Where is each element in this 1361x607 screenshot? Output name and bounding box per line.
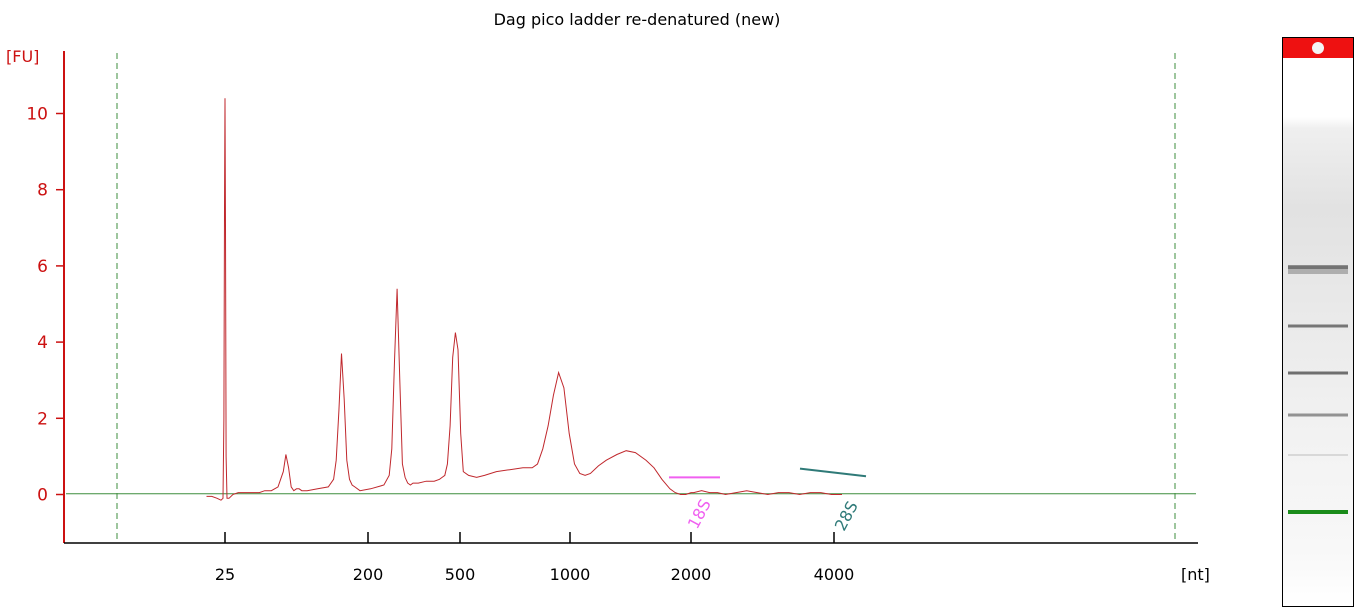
y-axis: [FU] 0 2 4 6 8 10 xyxy=(6,47,65,543)
x-tick-label: 500 xyxy=(445,565,476,584)
peak-baseline-lines xyxy=(669,467,867,479)
electropherogram-chart: Dag pico ladder re-denatured (new) [FU] … xyxy=(6,10,1210,584)
y-tick-label: 2 xyxy=(37,409,48,429)
peak-label: 28S xyxy=(831,498,862,534)
gel-band xyxy=(1288,371,1348,375)
y-tick-label: 8 xyxy=(37,181,48,201)
gel-lane xyxy=(1282,37,1354,607)
gel-band xyxy=(1288,265,1348,269)
y-tick-label: 0 xyxy=(37,486,48,506)
run-window-markers xyxy=(116,53,1176,540)
well-icon xyxy=(1312,42,1324,54)
gel-marker-band xyxy=(1288,510,1348,514)
y-tick-label: 10 xyxy=(26,105,48,125)
signal-trace-line xyxy=(206,98,842,501)
gel-band xyxy=(1288,413,1348,417)
peak-label: 18S xyxy=(684,496,715,532)
gel-band xyxy=(1288,454,1348,456)
chart-title: Dag pico ladder re-denatured (new) xyxy=(494,10,781,29)
signal-trace xyxy=(206,98,842,501)
x-tick-label: 200 xyxy=(353,565,384,584)
y-tick-label: 4 xyxy=(37,333,48,353)
x-tick-label: 25 xyxy=(215,565,235,584)
y-axis-label: [FU] xyxy=(6,47,39,66)
x-axis: [nt] 25 200 500 1000 2000 4000 xyxy=(64,532,1210,584)
peak-28s-baseline xyxy=(799,467,867,478)
x-tick-label: 2000 xyxy=(671,565,712,584)
x-tick-label: 1000 xyxy=(550,565,591,584)
gel-lane-frame xyxy=(1282,37,1354,607)
peak-labels: 18S 28S xyxy=(684,496,862,534)
gel-band xyxy=(1288,324,1348,328)
y-tick-label: 6 xyxy=(37,257,48,277)
x-tick-label: 4000 xyxy=(814,565,855,584)
x-axis-label: [nt] xyxy=(1181,565,1210,584)
gel-bands xyxy=(1288,265,1348,514)
gel-band xyxy=(1288,266,1348,274)
